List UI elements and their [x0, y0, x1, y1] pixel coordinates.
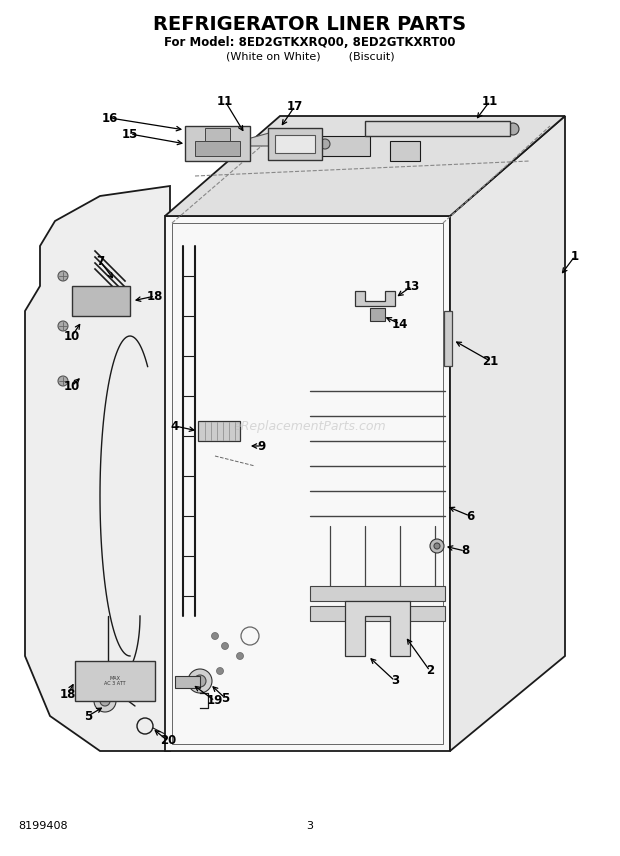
Polygon shape: [450, 116, 565, 751]
Polygon shape: [275, 135, 315, 153]
Text: 10: 10: [64, 330, 80, 342]
Polygon shape: [175, 676, 200, 688]
Circle shape: [94, 690, 116, 712]
Circle shape: [75, 294, 89, 308]
Text: 17: 17: [287, 99, 303, 112]
Text: 10: 10: [64, 379, 80, 393]
Text: 7: 7: [96, 254, 104, 268]
Text: 6: 6: [466, 509, 474, 522]
Text: eReplacementParts.com: eReplacementParts.com: [234, 419, 386, 432]
Polygon shape: [444, 311, 452, 366]
Circle shape: [185, 677, 195, 687]
Polygon shape: [25, 186, 170, 751]
Polygon shape: [268, 128, 322, 160]
Text: 20: 20: [160, 734, 176, 747]
Circle shape: [236, 652, 244, 659]
Polygon shape: [165, 216, 450, 751]
Circle shape: [211, 633, 218, 639]
Polygon shape: [390, 141, 420, 161]
Text: 16: 16: [102, 111, 118, 124]
Polygon shape: [75, 661, 155, 701]
Text: MAX
AC 3 ATT: MAX AC 3 ATT: [104, 675, 126, 687]
Text: 8: 8: [461, 544, 469, 557]
Text: 18: 18: [60, 687, 76, 700]
Text: 3: 3: [306, 821, 314, 831]
Text: (White on White)        (Biscuit): (White on White) (Biscuit): [226, 51, 394, 61]
Polygon shape: [365, 121, 510, 136]
Circle shape: [58, 321, 68, 331]
Text: 2: 2: [426, 664, 434, 677]
Circle shape: [320, 139, 330, 149]
Polygon shape: [72, 286, 130, 316]
Polygon shape: [355, 291, 395, 306]
Circle shape: [434, 543, 440, 549]
Text: 18: 18: [147, 289, 163, 302]
Circle shape: [507, 123, 519, 135]
Text: 4: 4: [171, 419, 179, 432]
Text: 8199408: 8199408: [18, 821, 68, 831]
Circle shape: [100, 696, 110, 706]
Polygon shape: [205, 128, 230, 141]
Polygon shape: [310, 606, 445, 621]
Polygon shape: [370, 308, 385, 321]
Text: 21: 21: [482, 354, 498, 367]
Circle shape: [430, 539, 444, 553]
Polygon shape: [195, 141, 240, 156]
Text: 11: 11: [217, 94, 233, 108]
Polygon shape: [320, 136, 370, 156]
Circle shape: [188, 669, 212, 693]
Polygon shape: [345, 601, 410, 656]
Text: 15: 15: [122, 128, 138, 140]
Circle shape: [194, 675, 206, 687]
Circle shape: [216, 668, 223, 675]
Text: 5: 5: [84, 710, 92, 722]
Polygon shape: [310, 586, 445, 601]
Polygon shape: [240, 130, 280, 146]
Text: REFRIGERATOR LINER PARTS: REFRIGERATOR LINER PARTS: [153, 15, 467, 33]
Text: 5: 5: [221, 692, 229, 704]
Text: 14: 14: [392, 318, 408, 330]
Text: 13: 13: [404, 280, 420, 293]
Polygon shape: [165, 116, 565, 216]
Circle shape: [90, 294, 104, 308]
Text: 3: 3: [391, 675, 399, 687]
Circle shape: [58, 376, 68, 386]
Circle shape: [58, 271, 68, 281]
Polygon shape: [198, 421, 240, 441]
Text: 1: 1: [571, 249, 579, 263]
Text: For Model: 8ED2GTKXRQ00, 8ED2GTKXRT00: For Model: 8ED2GTKXRQ00, 8ED2GTKXRT00: [164, 35, 456, 49]
Text: 19: 19: [207, 694, 223, 708]
Text: 11: 11: [482, 94, 498, 108]
Circle shape: [221, 643, 229, 650]
Polygon shape: [185, 126, 250, 161]
Text: 9: 9: [258, 439, 266, 453]
